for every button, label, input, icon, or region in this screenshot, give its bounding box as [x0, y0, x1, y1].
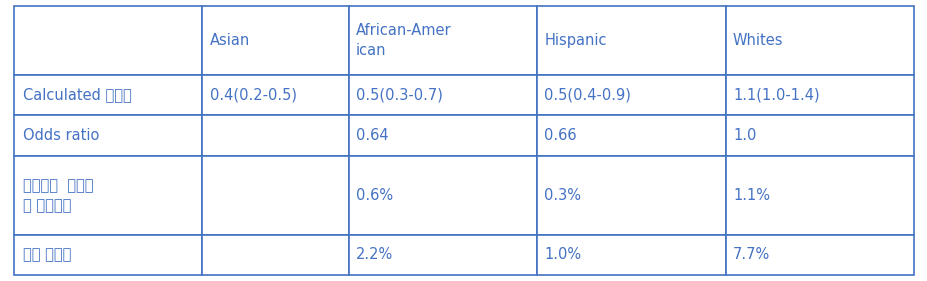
- Text: Asian: Asian: [210, 33, 250, 47]
- Text: 7.7%: 7.7%: [732, 248, 769, 262]
- Bar: [202, 156, 349, 235]
- Text: 인구대비  헌혈가
능 헌혈자율: 인구대비 헌혈가 능 헌혈자율: [23, 178, 94, 213]
- Bar: [537, 115, 725, 156]
- Bar: [14, 75, 202, 115]
- Text: African-Amer
ican: African-Amer ican: [356, 23, 451, 58]
- Text: 1.1(1.0-1.4): 1.1(1.0-1.4): [732, 87, 819, 103]
- Bar: [202, 6, 349, 75]
- Bar: [537, 6, 725, 75]
- Bar: [349, 115, 537, 156]
- Bar: [349, 75, 537, 115]
- Bar: [14, 235, 202, 275]
- Text: Calculated 헌혈률: Calculated 헌혈률: [23, 87, 132, 103]
- Bar: [537, 75, 725, 115]
- Text: 0.5(0.4-0.9): 0.5(0.4-0.9): [544, 87, 630, 103]
- Text: 2.2%: 2.2%: [356, 248, 393, 262]
- Text: 0.64: 0.64: [356, 128, 388, 143]
- Text: 1.0: 1.0: [732, 128, 756, 143]
- Text: 0.5(0.3-0.7): 0.5(0.3-0.7): [356, 87, 442, 103]
- Bar: [725, 156, 913, 235]
- Text: 1.1%: 1.1%: [732, 188, 769, 203]
- Text: 0.3%: 0.3%: [544, 188, 581, 203]
- Text: 0.66: 0.66: [544, 128, 577, 143]
- Bar: [14, 156, 202, 235]
- Bar: [202, 235, 349, 275]
- Bar: [725, 115, 913, 156]
- Bar: [349, 6, 537, 75]
- Text: Odds ratio: Odds ratio: [23, 128, 99, 143]
- Bar: [537, 235, 725, 275]
- Bar: [349, 156, 537, 235]
- Bar: [725, 6, 913, 75]
- Bar: [14, 115, 202, 156]
- Bar: [725, 235, 913, 275]
- Bar: [349, 235, 537, 275]
- Text: 0.6%: 0.6%: [356, 188, 393, 203]
- Bar: [537, 156, 725, 235]
- Text: Whites: Whites: [732, 33, 782, 47]
- Text: 0.4(0.2-0.5): 0.4(0.2-0.5): [210, 87, 297, 103]
- Bar: [725, 75, 913, 115]
- Bar: [14, 6, 202, 75]
- Text: 1.0%: 1.0%: [544, 248, 581, 262]
- Bar: [202, 115, 349, 156]
- Bar: [202, 75, 349, 115]
- Text: Hispanic: Hispanic: [544, 33, 606, 47]
- Text: 실제 헌혈률: 실제 헌혈률: [23, 248, 71, 262]
